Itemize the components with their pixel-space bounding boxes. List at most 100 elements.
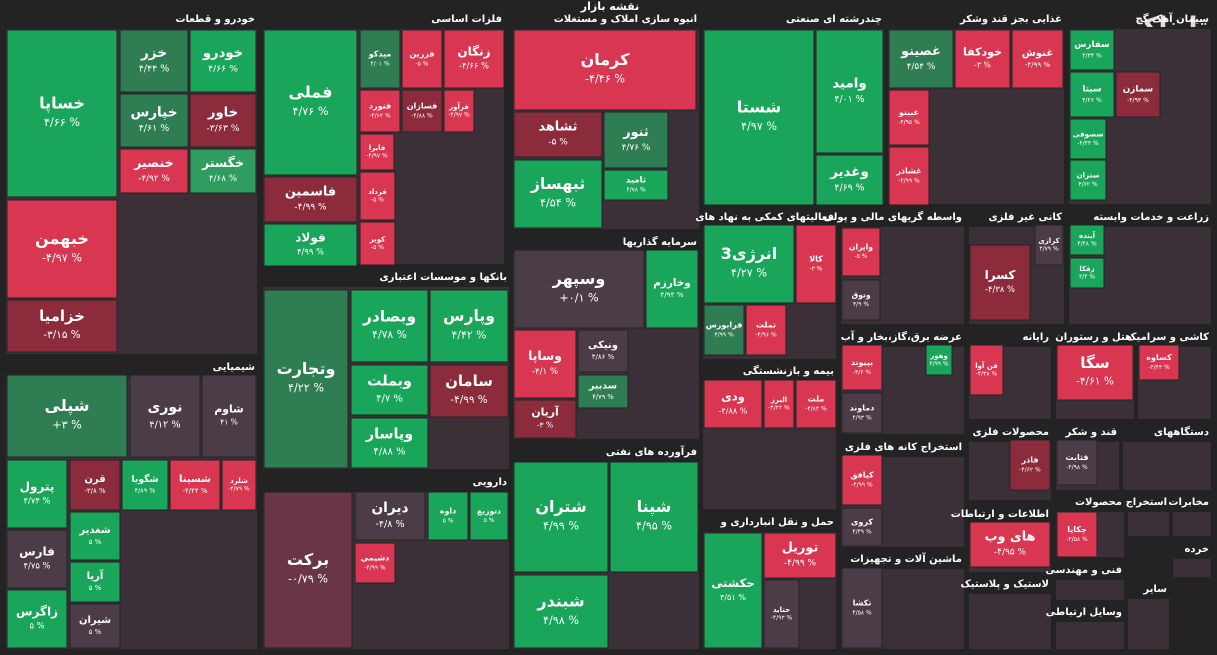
stock-tile <box>513 574 609 649</box>
stock-change: -۴/۹۷ % <box>448 112 470 119</box>
stock-symbol: ثبهساز <box>530 174 586 193</box>
stock-tile <box>841 227 881 277</box>
stock-tile <box>263 289 349 469</box>
stock-change: ۴/۷۹ % <box>592 393 613 401</box>
stock-change: ۴/۶۱ % <box>139 123 170 134</box>
stock-symbol: وساپا <box>528 348 562 363</box>
sector-title: چندرشته ای صنعتی <box>786 14 882 25</box>
stock-symbol: ثامید <box>626 175 646 185</box>
stock-symbol: غصینو <box>900 44 941 59</box>
stock-tile <box>815 154 884 206</box>
stock-change: -۴/۷۹ % <box>228 486 250 493</box>
stock-change: ۴/۷۵ % <box>24 561 51 571</box>
sector-area <box>1054 578 1126 602</box>
stock-change: -۴/۹۶ % <box>755 331 777 338</box>
sector-title: واسطه گریهای مالی و پولی <box>824 210 962 223</box>
sector-area <box>967 592 1053 651</box>
stock-tile <box>703 224 795 304</box>
stock-symbol: پترول <box>20 479 55 494</box>
stock-symbol: کرازی <box>1038 237 1060 245</box>
stock-tile <box>841 567 883 649</box>
stock-change: -۴/۵۸ % <box>1066 536 1088 543</box>
stock-change: -۵ % <box>548 138 568 148</box>
stock-tile <box>359 171 396 221</box>
sector-title: وسایل ارتباطی <box>1046 607 1122 618</box>
stock-change: ۴/۴۹ % <box>852 528 872 535</box>
stock-tile <box>263 491 353 649</box>
stock-tile <box>513 329 577 399</box>
stock-change: ۴/۸۸ % <box>373 447 405 458</box>
stock-change: ۴/۲۶ % <box>1082 97 1102 104</box>
stock-change: ۵ % <box>29 621 44 631</box>
stock-symbol: شپلی <box>45 396 90 416</box>
stock-tile <box>1056 344 1134 401</box>
stock-tile <box>350 417 429 469</box>
stock-tile <box>1069 71 1115 118</box>
sector-area <box>1171 510 1213 538</box>
stock-symbol: داوه <box>440 507 457 516</box>
stock-symbol: ستران <box>1076 171 1099 180</box>
stock-change: +۳ % <box>52 419 82 432</box>
stock-change: -۴/۴۶ % <box>585 73 625 86</box>
stock-symbol: ملت <box>808 395 825 404</box>
stock-tile <box>703 29 815 206</box>
stock-tile <box>359 29 401 89</box>
stock-change: -۴/۸۳ % <box>805 405 827 412</box>
stock-change: ۴/۷۸ % <box>626 187 646 194</box>
sector-title: فلزات اساسی <box>431 14 502 25</box>
stock-symbol: فرداد <box>368 188 387 196</box>
stock-change: ۴/۴ % <box>1079 274 1095 281</box>
stock-change: ۴/۲۲ % <box>288 382 324 395</box>
stock-tile <box>6 299 118 353</box>
stock-tile <box>513 29 697 111</box>
stock-tile <box>795 224 837 304</box>
stock-tile <box>703 532 763 649</box>
stock-tile <box>429 289 509 363</box>
stock-change: ۴/۱۲ % <box>149 419 181 430</box>
stock-tile <box>443 29 505 89</box>
stock-tile <box>6 459 68 529</box>
stock-change: ۴/۶۹ % <box>834 183 864 194</box>
stock-symbol: فاسمین <box>285 184 336 199</box>
stock-symbol: فملی <box>289 82 333 101</box>
stock-tile <box>763 532 837 579</box>
stock-change: -۴/۹۷ % <box>366 153 388 160</box>
sector-title: هتل و رستوران <box>1055 332 1132 343</box>
stock-symbol: فایرا <box>369 144 386 152</box>
stock-tile <box>1056 511 1098 558</box>
stock-symbol: ودی <box>721 390 745 405</box>
stock-symbol: کرمان <box>581 50 631 69</box>
stock-symbol: ثنور <box>622 125 648 140</box>
sector-area <box>1171 557 1213 579</box>
stock-symbol: وبصادر <box>362 307 416 325</box>
stock-change: -۴/۲۲ % <box>768 405 790 412</box>
stock-symbol: آینده <box>1079 231 1096 240</box>
stock-change: -۳/۱۵ % <box>43 329 80 341</box>
stock-change: -۴/۴۴ % <box>1148 364 1170 371</box>
stock-change: ۵ % <box>89 538 102 546</box>
stock-change: -۴/۹۲ % <box>138 174 169 184</box>
stock-change: -۴/۹۸ % <box>1066 464 1088 471</box>
stock-symbol: وبملت <box>367 373 412 389</box>
stock-symbol: شیران <box>79 615 111 626</box>
sector-title: شیمیایی <box>213 362 255 373</box>
stock-change: -۵ % <box>416 60 429 67</box>
sector-title: سرمایه گذاریها <box>623 235 697 248</box>
stock-symbol: چکاپا <box>1067 525 1087 534</box>
stock-symbol: قرن <box>84 474 105 485</box>
stock-tile <box>513 399 577 439</box>
sector-title: زراعت و خدمات وابسته <box>1093 212 1209 223</box>
sector-title: عرضه برق،گاز،بخار و آب <box>841 330 962 343</box>
sector-title: رایانه <box>1022 332 1049 343</box>
stock-symbol: توریل <box>782 540 819 555</box>
stock-symbol: کروی <box>851 518 873 527</box>
stock-change: ۴/۷۶ % <box>622 143 651 153</box>
stock-tile <box>169 459 221 511</box>
stock-tile <box>841 507 883 547</box>
stock-symbol: آریا <box>87 569 104 582</box>
stock-symbol: حتاید <box>773 606 790 614</box>
stock-change: ۴/۸۹ % <box>135 487 156 495</box>
stock-tile <box>841 344 883 391</box>
stock-tile <box>189 93 257 148</box>
stock-symbol: نوری <box>148 400 183 416</box>
